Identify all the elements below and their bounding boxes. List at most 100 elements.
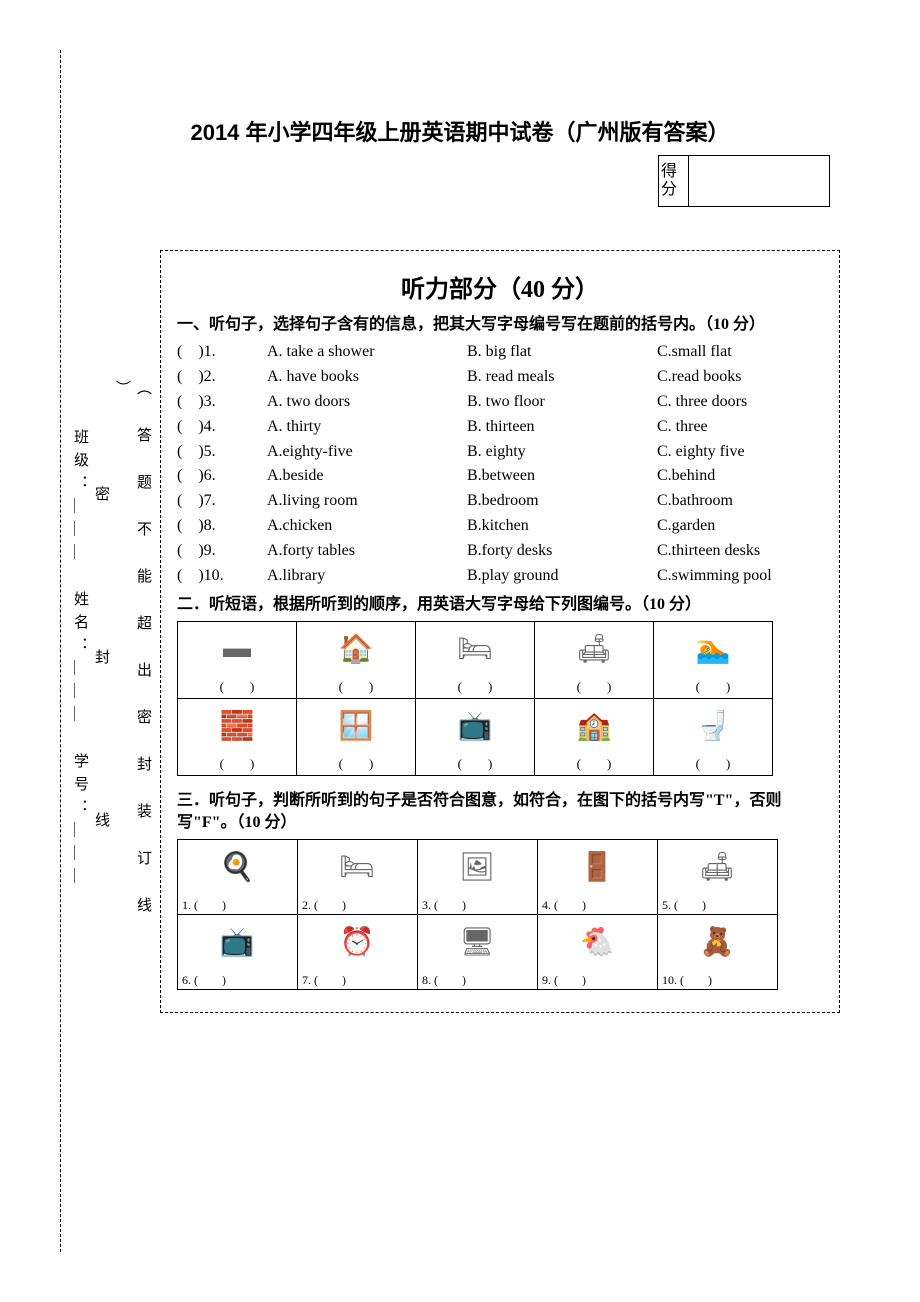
- picture-icon: 🛋: [658, 840, 776, 894]
- q3-answer-blank[interactable]: 10. ( ): [658, 969, 776, 987]
- q2-answer-blank[interactable]: ( ): [535, 676, 653, 696]
- picture-icon: 🐔: [538, 915, 656, 969]
- q1-option-b: B.between: [467, 464, 657, 489]
- q3-instruction: 三．听句子，判断所听到的句子是否符合图意，如符合，在图下的括号内写"T"，否则写…: [177, 790, 823, 835]
- q1-option-c: C.swimming pool: [657, 564, 823, 589]
- q3-picture-cell: 🛋5. ( ): [658, 840, 776, 914]
- q3-answer-blank[interactable]: 4. ( ): [538, 894, 656, 912]
- picture-icon: 🚽: [654, 699, 772, 753]
- q3-picture-cell: 🛏2. ( ): [298, 840, 416, 914]
- q1-option-b: B. two floor: [467, 390, 657, 415]
- q3-answer-blank[interactable]: 3. ( ): [418, 894, 536, 912]
- q2-answer-blank[interactable]: ( ): [178, 676, 296, 696]
- q1-row: ( )4.A. thirtyB. thirteenC. three: [177, 415, 823, 440]
- q1-row: ( )1.A. take a showerB. big flatC.small …: [177, 340, 823, 365]
- picture-icon: 📺: [416, 699, 534, 753]
- q1-number[interactable]: ( )2.: [177, 365, 267, 390]
- picture-icon: 🪟: [297, 699, 415, 753]
- picture-icon: 📺: [178, 915, 296, 969]
- q2-instruction: 二．听短语，根据所听到的顺序，用英语大写字母给下列图编号。（10 分）: [177, 594, 823, 616]
- q1-row: ( )2.A. have booksB. read mealsC.read bo…: [177, 365, 823, 390]
- q3-picture-grid: 🍳1. ( )🛏2. ( )🖼3. ( )🚪4. ( )🛋5. ( ) 📺6. (…: [177, 839, 778, 990]
- score-value[interactable]: [689, 156, 829, 206]
- picture-icon: 🧱: [178, 699, 296, 753]
- q3-picture-cell: 🚪4. ( ): [538, 840, 656, 914]
- q1-option-c: C.small flat: [657, 340, 823, 365]
- q1-option-a: A.beside: [267, 464, 467, 489]
- q1-row: ( )8.A.chickenB.kitchenC.garden: [177, 514, 823, 539]
- q3-picture-cell: 🖼3. ( ): [418, 840, 536, 914]
- q1-option-c: C.garden: [657, 514, 823, 539]
- q1-option-c: C. three: [657, 415, 823, 440]
- q3-answer-blank[interactable]: 7. ( ): [298, 969, 416, 987]
- q1-options-list: ( )1.A. take a showerB. big flatC.small …: [177, 340, 823, 588]
- q1-option-b: B.play ground: [467, 564, 657, 589]
- q1-option-a: A. have books: [267, 365, 467, 390]
- q2-answer-blank[interactable]: ( ): [297, 676, 415, 696]
- picture-icon: 🚪: [538, 840, 656, 894]
- q3-answer-blank[interactable]: 1. ( ): [178, 894, 296, 912]
- sidebar-class-name-id: 班级：＿＿＿ 姓名：＿＿＿ 学号：＿＿＿: [70, 380, 91, 940]
- exam-content: 听力部分（40 分） 一、听句子，选择句子含有的信息，把其大写字母编号写在题前的…: [160, 250, 840, 1013]
- q1-option-a: A.living room: [267, 489, 467, 514]
- q2-picture-cell: 🛋( ): [535, 622, 653, 698]
- q3-picture-cell: 📺6. ( ): [178, 915, 296, 989]
- q3-answer-blank[interactable]: 6. ( ): [178, 969, 296, 987]
- picture-icon: 🧸: [658, 915, 776, 969]
- q2-picture-cell: 🚽( ): [654, 699, 772, 775]
- q2-picture-cell: ▬( ): [178, 622, 296, 698]
- q1-number[interactable]: ( )6.: [177, 464, 267, 489]
- q3-picture-cell: 🍳1. ( ): [178, 840, 296, 914]
- q2-picture-cell: 🧱( ): [178, 699, 296, 775]
- q1-number[interactable]: ( )9.: [177, 539, 267, 564]
- picture-icon: 🖼: [418, 840, 536, 894]
- picture-icon: 🍳: [178, 840, 296, 894]
- q1-number[interactable]: ( )3.: [177, 390, 267, 415]
- q3-picture-cell: 🧸10. ( ): [658, 915, 776, 989]
- q2-answer-blank[interactable]: ( ): [416, 676, 534, 696]
- q2-answer-blank[interactable]: ( ): [416, 753, 534, 773]
- q2-picture-cell: 🏫( ): [535, 699, 653, 775]
- q2-picture-cell: 📺( ): [416, 699, 534, 775]
- q3-answer-blank[interactable]: 8. ( ): [418, 969, 536, 987]
- q1-option-b: B. eighty: [467, 440, 657, 465]
- q1-number[interactable]: ( )5.: [177, 440, 267, 465]
- q1-row: ( )5.A.eighty-fiveB. eightyC. eighty fiv…: [177, 440, 823, 465]
- q1-row: ( )6.A.besideB.betweenC.behind: [177, 464, 823, 489]
- q2-answer-blank[interactable]: ( ): [297, 753, 415, 773]
- q1-option-c: C.thirteen desks: [657, 539, 823, 564]
- listening-section-title: 听力部分（40 分）: [177, 269, 823, 304]
- q1-row: ( )3.A. two doorsB. two floorC. three do…: [177, 390, 823, 415]
- q3-answer-blank[interactable]: 9. ( ): [538, 969, 656, 987]
- page-title: 2014 年小学四年级上册英语期中试卷（广州版有答案）: [0, 115, 920, 147]
- picture-icon: 🛏: [416, 622, 534, 676]
- q1-option-a: A.forty tables: [267, 539, 467, 564]
- q1-option-b: B.forty desks: [467, 539, 657, 564]
- picture-icon: 🛏: [298, 840, 416, 894]
- picture-icon: 🛋: [535, 622, 653, 676]
- q1-number[interactable]: ( )4.: [177, 415, 267, 440]
- q1-option-a: A.eighty-five: [267, 440, 467, 465]
- q1-number[interactable]: ( )10.: [177, 564, 267, 589]
- picture-icon: 🏫: [535, 699, 653, 753]
- q1-option-c: C. eighty five: [657, 440, 823, 465]
- q2-answer-blank[interactable]: ( ): [654, 676, 772, 696]
- binding-sidebar: 班级：＿＿＿ 姓名：＿＿＿ 学号：＿＿＿ 密 封 线 （ 答 题 不 能 超 出…: [70, 380, 130, 940]
- q3-picture-cell: 🖥8. ( ): [418, 915, 536, 989]
- q1-row: ( )7.A.living roomB.bedroomC.bathroom: [177, 489, 823, 514]
- q1-number[interactable]: ( )1.: [177, 340, 267, 365]
- q1-number[interactable]: ( )8.: [177, 514, 267, 539]
- q1-option-c: C.read books: [657, 365, 823, 390]
- q2-answer-blank[interactable]: ( ): [178, 753, 296, 773]
- q2-picture-cell: 🪟( ): [297, 699, 415, 775]
- q1-number[interactable]: ( )7.: [177, 489, 267, 514]
- q1-option-b: B. big flat: [467, 340, 657, 365]
- q3-answer-blank[interactable]: 2. ( ): [298, 894, 416, 912]
- q1-option-a: A.chicken: [267, 514, 467, 539]
- q2-answer-blank[interactable]: ( ): [535, 753, 653, 773]
- q2-answer-blank[interactable]: ( ): [654, 753, 772, 773]
- sidebar-seal-line: 密 封 线: [91, 380, 112, 940]
- sidebar-warning: （ 答 题 不 能 超 出 密 封 装 订 线 ）: [112, 380, 154, 940]
- q3-answer-blank[interactable]: 5. ( ): [658, 894, 776, 912]
- score-box: 得分: [658, 155, 830, 207]
